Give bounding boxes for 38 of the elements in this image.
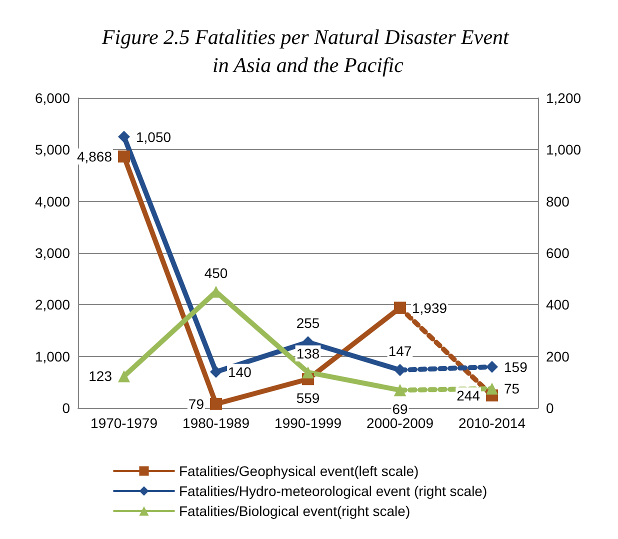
data-label: 4,868	[76, 148, 112, 164]
y-tick-label: 5,000	[34, 142, 70, 158]
data-label: 244	[456, 387, 480, 404]
data-label: 450	[204, 264, 228, 281]
data-label: 123	[88, 368, 112, 384]
y2-tick-label: 0	[546, 400, 554, 416]
data-label: 69	[392, 401, 408, 418]
y-tick-label: 0	[62, 400, 70, 416]
x-tick-label: 2010-2014	[458, 415, 526, 431]
data-label: 159	[504, 358, 528, 375]
data-label: 1,050	[136, 128, 172, 145]
y-tick-label: 3,000	[34, 245, 70, 261]
chart-title: Figure 2.5 Fatalities per Natural Disaster Event in Asia and the Pacific	[100, 25, 514, 77]
y2-tick-label: 200	[546, 348, 570, 364]
x-tick-label: 1990-1999	[274, 415, 342, 431]
y2-tick-label: 1,000	[546, 142, 582, 158]
legend-label: Fatalities/Geophysical event(left scale)	[179, 463, 419, 479]
y2-tick-label: 600	[546, 245, 570, 261]
data-label: 140	[228, 364, 252, 380]
y-tick-label: 1,000	[34, 348, 70, 364]
y2-tick-label: 400	[546, 296, 570, 313]
y2-tick-label: 1,200	[546, 90, 582, 106]
data-label: 75	[504, 380, 520, 397]
y-tick-label: 4,000	[34, 193, 70, 210]
x-tick-label: 2000-2009	[366, 415, 434, 431]
x-tick-label: 1980-1989	[182, 415, 250, 431]
data-label: 1,939	[412, 300, 448, 316]
data-label: 255	[296, 315, 320, 332]
y2-tick-label: 800	[546, 193, 570, 210]
data-label: 79	[188, 396, 204, 412]
legend-label: Fatalities/Biological event(right scale)	[179, 503, 410, 519]
data-label: 559	[296, 390, 320, 406]
y-tick-label: 6,000	[34, 90, 70, 106]
data-label: 147	[388, 343, 412, 360]
legend-label: Fatalities/Hydro-meteorological event (right scale)	[179, 483, 488, 499]
y-tick-label: 2,000	[34, 296, 70, 313]
x-tick-label: 1970-1979	[90, 415, 158, 431]
data-label: 138	[296, 345, 320, 362]
